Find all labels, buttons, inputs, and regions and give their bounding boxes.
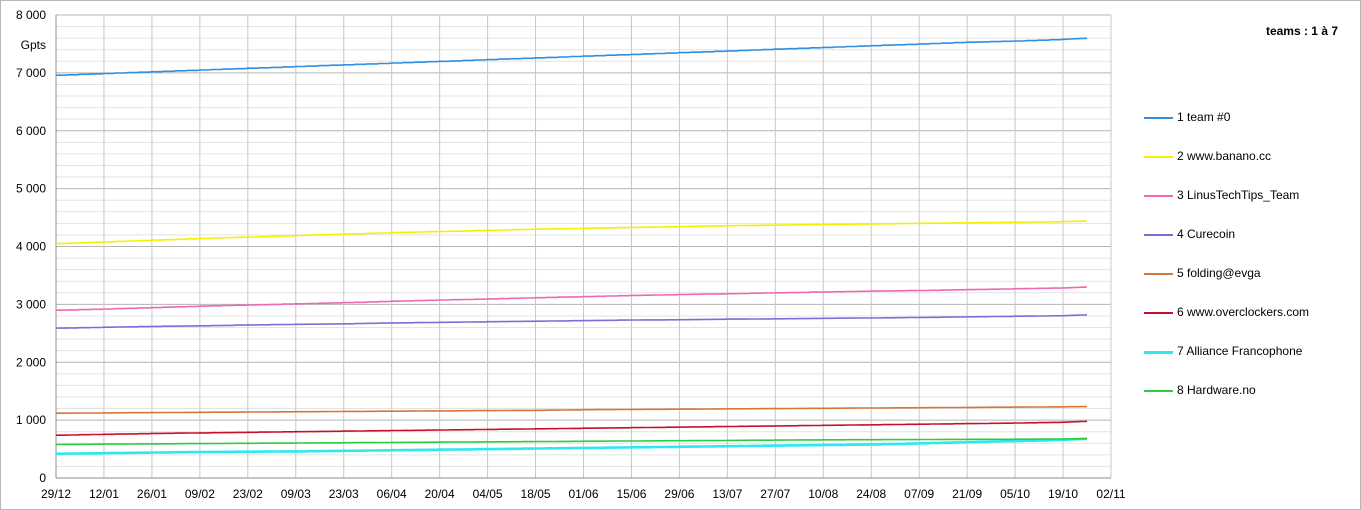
y-tick-label: 3 000 [16, 297, 46, 311]
y-tick-label: 1 000 [16, 413, 46, 427]
x-tick-label: 26/01 [137, 487, 167, 501]
x-tick-label: 19/10 [1048, 487, 1078, 501]
tick-labels: 0 1 000 2 000 3 000 4 000 5 000 6 000 7 000 8 00… [16, 8, 1126, 501]
x-tick-label: 23/03 [329, 487, 359, 501]
legend-label: 2 www.banano.cc [1177, 149, 1272, 163]
x-tick-label: 20/04 [425, 487, 455, 501]
series-line [56, 405, 1088, 414]
chart-title: teams : 1 à 7 [1265, 24, 1338, 38]
legend-swatch [1144, 273, 1173, 275]
legend-item: 4 Curecoin [1143, 225, 1353, 264]
x-tick-label: 24/08 [856, 487, 886, 501]
x-tick-label: 07/09 [904, 487, 934, 501]
x-tick-label: 29/06 [664, 487, 694, 501]
x-tick-label: 04/05 [473, 487, 503, 501]
legend-item: 1 team #0 [1143, 108, 1353, 147]
legend-label: 6 www.overclockers.com [1177, 305, 1310, 319]
x-tick-label: 29/12 [41, 487, 71, 501]
legend-swatch [1144, 390, 1173, 392]
x-tick-label: 05/10 [1000, 487, 1030, 501]
x-tick-label: 12/01 [89, 487, 119, 501]
legend-swatch [1144, 195, 1173, 197]
legend-item: 8 Hardware.no [1143, 381, 1353, 420]
legend-label: 8 Hardware.no [1177, 383, 1256, 397]
series-line [56, 437, 1088, 455]
x-tick-label: 27/07 [760, 487, 790, 501]
y-tick-label: 7 000 [16, 66, 46, 80]
legend-item: 6 www.overclockers.com [1143, 303, 1353, 342]
legend-swatch [1144, 234, 1173, 236]
series-line [56, 420, 1088, 436]
x-tick-label: 09/02 [185, 487, 215, 501]
legend-label: 7 Alliance Francophone [1177, 344, 1303, 358]
series-lines [56, 37, 1088, 455]
series-line [56, 37, 1088, 76]
grid-lines [55, 14, 1112, 479]
y-tick-label: 2 000 [16, 355, 46, 369]
legend-label: 1 team #0 [1177, 110, 1231, 124]
legend-label: 4 Curecoin [1177, 227, 1236, 241]
y-tick-label: 8 000 [16, 8, 46, 22]
legend-item: 5 folding@evga [1143, 264, 1353, 303]
legend-label: 3 LinusTechTips_Team [1177, 188, 1300, 202]
x-tick-label: 15/06 [616, 487, 646, 501]
legend-item: 2 www.banano.cc [1143, 147, 1353, 186]
legend-swatch [1144, 351, 1173, 354]
y-tick-label: 5 000 [16, 182, 46, 196]
legend-swatch [1144, 312, 1173, 314]
legend-item: 7 Alliance Francophone [1143, 342, 1353, 381]
legend-swatch [1144, 156, 1173, 158]
x-tick-label: 13/07 [712, 487, 742, 501]
x-tick-label: 06/04 [377, 487, 407, 501]
series-line [56, 437, 1088, 446]
y-axis-unit-label: Gpts [20, 38, 46, 52]
x-tick-label: 02/11 [1096, 487, 1125, 501]
x-tick-label: 21/09 [952, 487, 982, 501]
x-tick-label: 23/02 [233, 487, 263, 501]
series-line [56, 314, 1088, 329]
series-line [56, 286, 1088, 311]
y-tick-label: 4 000 [16, 240, 46, 254]
y-tick-label: 6 000 [16, 124, 46, 138]
x-tick-label: 18/05 [521, 487, 551, 501]
legend: 1 team #0 2 www.banano.cc 3 LinusTechTips_… [1143, 108, 1353, 420]
legend-item: 3 LinusTechTips_Team [1143, 186, 1353, 225]
x-tick-label: 10/08 [808, 487, 838, 501]
legend-label: 5 folding@evga [1177, 266, 1261, 280]
series-line [56, 220, 1088, 245]
x-tick-label: 09/03 [281, 487, 311, 501]
x-tick-label: 01/06 [568, 487, 598, 501]
legend-swatch [1144, 117, 1173, 119]
y-tick-label: 0 [39, 471, 46, 485]
